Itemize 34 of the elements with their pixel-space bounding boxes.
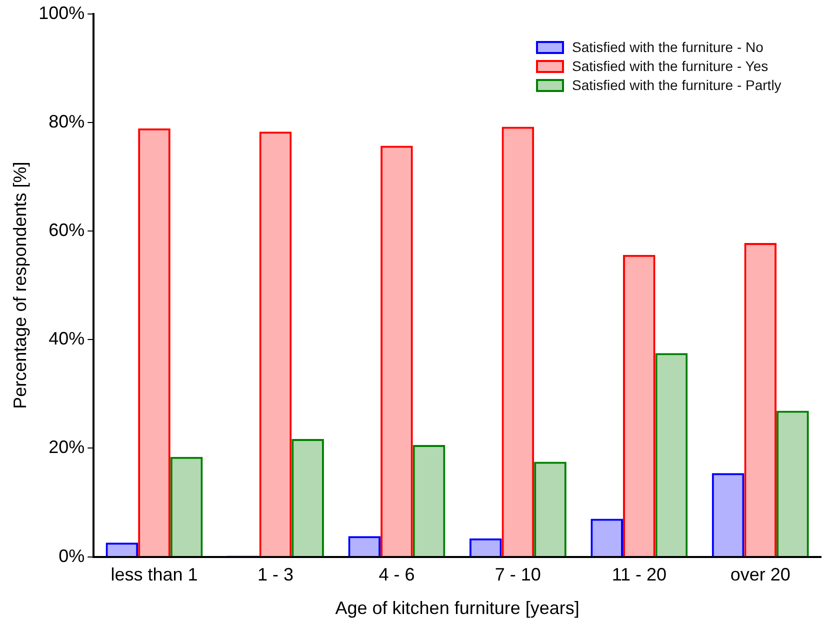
bar [469,538,502,556]
legend-label: Satisfied with the furniture - No [572,39,764,56]
legend-label: Satisfied with the furniture - Partly [572,77,782,94]
bar [776,410,809,556]
x-tick-label: 1 - 3 [257,564,294,585]
x-tick-label: over 20 [730,564,790,585]
x-tick-label: 4 - 6 [378,564,415,585]
bar [622,254,656,556]
x-tick-label: 11 - 20 [612,564,667,585]
x-axis-title: Age of kitchen furniture [years] [335,598,580,618]
y-tick-label: 0% [58,546,85,566]
y-tick-label: 80% [48,111,85,132]
y-tick-label: 20% [48,437,85,458]
bar [259,132,292,556]
bar [106,542,138,556]
x-tick-label: less than 1 [110,564,198,585]
bar [744,242,777,556]
legend-label: Satisfied with the furniture - Yes [572,58,768,74]
bar [380,146,413,556]
bar [170,456,203,556]
bar [534,462,566,556]
bar [292,438,324,556]
bar [138,128,170,556]
bar [655,353,688,556]
bar [348,536,381,556]
y-tick-label: 100% [38,2,85,23]
bar [590,518,623,556]
bar [712,473,744,556]
y-tick-label: 40% [48,328,85,349]
bar [502,126,534,556]
x-tick-label: 7 - 10 [494,564,541,585]
y-axis-title: Percentage of respondents [%] [10,162,30,409]
y-tick-label: 60% [48,220,85,240]
bar [412,444,446,556]
